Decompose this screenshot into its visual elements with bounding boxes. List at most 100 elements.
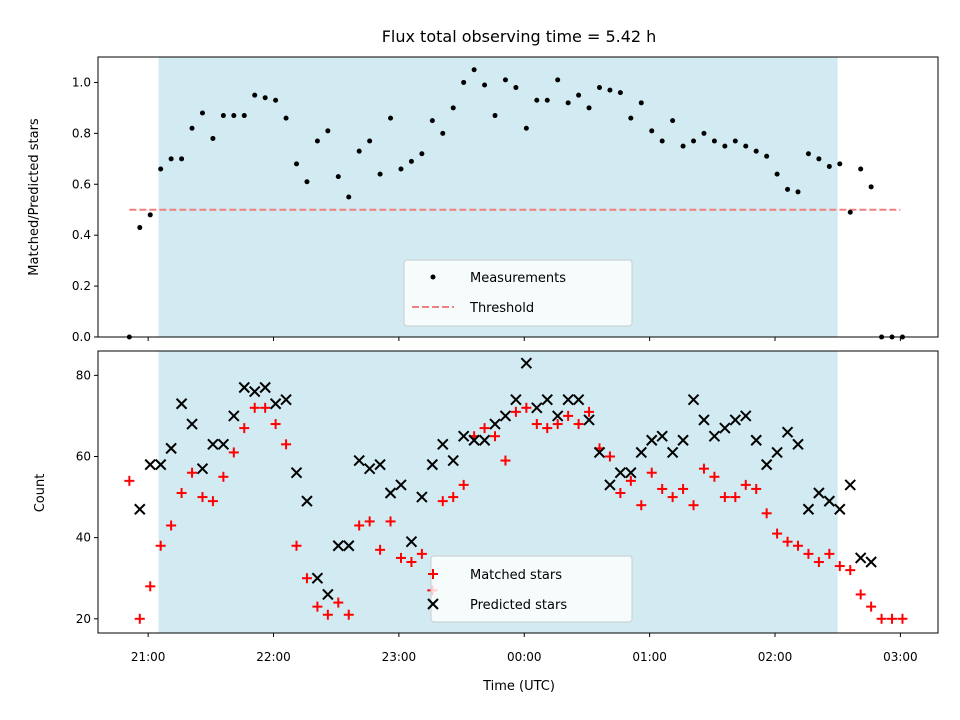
measurement-point — [628, 115, 634, 121]
matched-star-point — [824, 548, 835, 559]
x-tick-label: 02:00 — [758, 650, 793, 664]
predicted-star-point — [134, 503, 146, 515]
measurement-point — [189, 125, 195, 131]
measurement-point — [502, 77, 508, 83]
measurement-point — [304, 179, 310, 185]
matched-star-point — [354, 520, 365, 531]
measurement-point — [534, 97, 540, 103]
matched-star-point — [364, 516, 375, 527]
predicted-star-point — [677, 434, 689, 446]
measurement-point — [168, 156, 174, 162]
predicted-star-point — [228, 410, 240, 422]
predicted-star-point — [541, 393, 553, 406]
predicted-star-point — [322, 588, 334, 601]
matched-star-point — [239, 423, 250, 434]
matched-star-point — [207, 496, 218, 507]
measurement-point — [252, 92, 258, 98]
x-tick-label: 03:00 — [883, 650, 918, 664]
matched-star-point — [176, 488, 187, 499]
matched-star-point — [385, 516, 396, 527]
matched-star-point — [416, 548, 427, 559]
top-y-axis: 0.0 0.2 0.4 0.6 0.8 1.0 — [72, 75, 98, 344]
matched-star-point — [542, 423, 553, 434]
top-legend: Measurements Threshold — [403, 259, 633, 327]
predicted-star-point — [656, 430, 668, 442]
measurement-point — [805, 151, 811, 157]
legend-threshold-label: Threshold — [469, 301, 534, 316]
matched-star-point — [793, 540, 803, 551]
matched-star-point — [678, 483, 689, 494]
predicted-star-point — [165, 442, 177, 455]
measurement-point — [440, 130, 446, 136]
predicted-star-point — [395, 479, 407, 491]
predicted-star-point — [280, 393, 292, 406]
matched-star-point — [322, 609, 333, 620]
top-panel: 0.0 0.2 0.4 0.6 0.8 1.0 Matched/Predicted sta… — [27, 56, 939, 344]
predicted-star-point — [343, 540, 355, 552]
matched-star-point — [228, 447, 239, 458]
matched-star-point — [604, 451, 615, 462]
predicted-star-point — [249, 385, 261, 398]
matched-star-point — [855, 589, 866, 600]
predicted-star-point — [457, 430, 470, 442]
predicted-star-point — [635, 446, 647, 459]
measurement-point — [471, 67, 477, 73]
predicted-star-point — [207, 438, 219, 451]
measurement-point — [837, 161, 843, 167]
matched-star-point — [813, 556, 824, 567]
matched-star-point — [709, 471, 720, 482]
predicted-star-point — [698, 414, 710, 426]
measurement-point — [523, 125, 529, 131]
measurement-point — [241, 113, 247, 119]
top-legend-box — [403, 259, 633, 327]
predicted-star-point — [426, 458, 439, 471]
measurement-point — [711, 138, 717, 144]
predicted-star-point — [719, 422, 731, 434]
measurement-point — [659, 138, 665, 144]
measurement-point — [701, 130, 707, 136]
matched-star-point — [552, 419, 563, 430]
measurement-point — [596, 85, 602, 91]
matched-star-point — [563, 410, 574, 421]
matched-star-point — [866, 601, 877, 612]
matched-star-point — [281, 439, 292, 450]
matched-star-point — [490, 431, 501, 442]
predicted-star-point — [687, 393, 700, 406]
x-tick-label: 21:00 — [131, 650, 166, 664]
x-tick-label: 01:00 — [632, 650, 667, 664]
measurement-point — [367, 138, 373, 144]
measurement-point — [774, 171, 780, 177]
y-tick-label: 40 — [76, 531, 91, 545]
predicted-star-point — [499, 410, 512, 422]
measurement-point — [450, 105, 456, 111]
measurement-point — [325, 128, 331, 134]
measurement-point — [513, 85, 519, 91]
y-tick-label: 20 — [76, 612, 91, 626]
measurement-point — [220, 113, 226, 119]
predicted-star-point — [447, 454, 459, 467]
predicted-star-point — [259, 381, 271, 394]
y-tick-label: 0.6 — [72, 177, 91, 191]
predicted-star-point — [740, 410, 752, 422]
measurement-point — [335, 174, 341, 180]
measurement-point — [732, 138, 738, 144]
predicted-star-point — [478, 434, 491, 446]
measurement-point — [764, 153, 770, 159]
measurement-point — [137, 225, 143, 231]
predicted-star-point — [823, 495, 836, 507]
predicted-star-point — [196, 462, 209, 475]
predicted-star-point — [708, 430, 721, 442]
measurement-point — [722, 143, 728, 149]
matched-star-point — [260, 402, 271, 413]
matched-star-point — [291, 540, 302, 551]
predicted-star-point — [562, 393, 574, 406]
measurement-point — [346, 194, 352, 200]
matched-star-point — [406, 556, 417, 567]
legend-measurement-marker — [430, 274, 436, 280]
predicted-star-point — [760, 458, 773, 471]
matched-star-point — [218, 471, 229, 482]
measurement-point — [482, 82, 488, 88]
matched-star-point — [531, 419, 542, 430]
bottom-legend-box — [430, 555, 633, 623]
matched-star-point — [124, 475, 135, 486]
